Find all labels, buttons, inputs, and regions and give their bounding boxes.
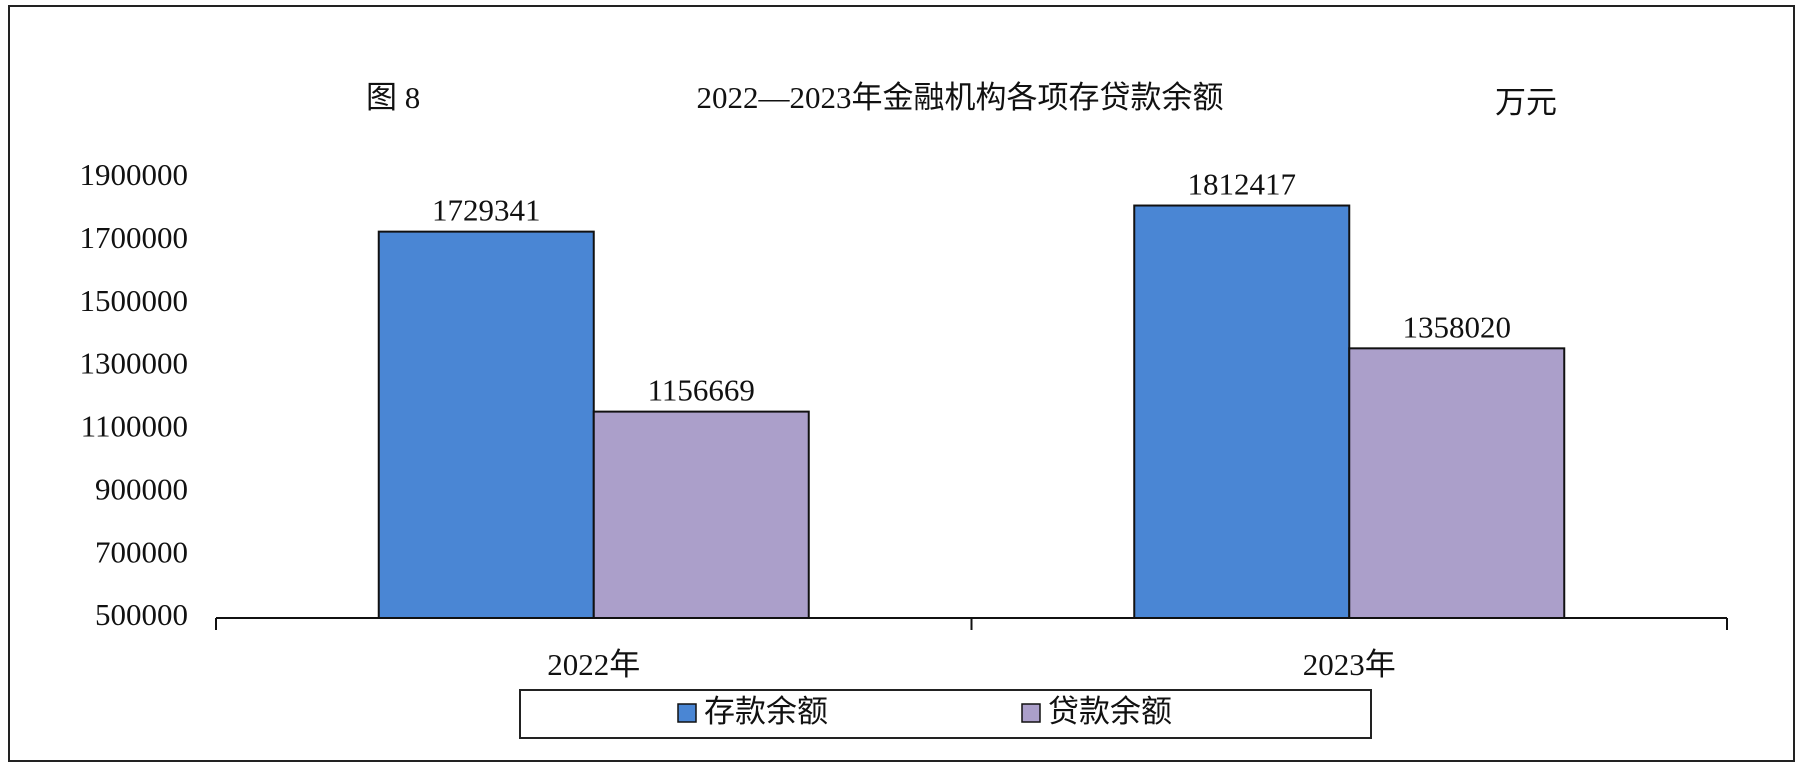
unit-label: 万元: [1495, 85, 1557, 120]
legend-box: [519, 689, 1372, 739]
value-label: 1729341: [432, 193, 541, 228]
legend-label: 存款余额: [704, 694, 828, 729]
x-tick-label: 2023年: [1303, 647, 1396, 682]
y-tick-label: 1100000: [81, 409, 188, 444]
y-tick-label: 700000: [95, 534, 188, 569]
bar: [377, 230, 595, 619]
y-tick-label: 900000: [95, 471, 188, 506]
y-tick-label: 1500000: [80, 283, 189, 318]
x-tick-label: 2022年: [547, 647, 640, 682]
legend-swatch: [1021, 703, 1041, 723]
chart-title: 2022—2023年金融机构各项存贷款余额: [697, 80, 1224, 115]
figure-label: 图 8: [366, 80, 420, 115]
legend-label: 贷款余额: [1048, 694, 1172, 729]
value-label: 1156669: [648, 373, 755, 408]
y-tick-label: 1700000: [80, 220, 189, 255]
y-tick-label: 1900000: [80, 157, 189, 192]
y-tick-label: 500000: [95, 597, 188, 632]
legend-swatch: [677, 703, 697, 723]
bar: [1133, 204, 1351, 619]
y-tick-label: 1300000: [80, 346, 189, 381]
bar: [1348, 347, 1566, 619]
value-label: 1358020: [1403, 309, 1512, 344]
value-label: 1812417: [1188, 167, 1297, 202]
bar: [592, 410, 810, 619]
